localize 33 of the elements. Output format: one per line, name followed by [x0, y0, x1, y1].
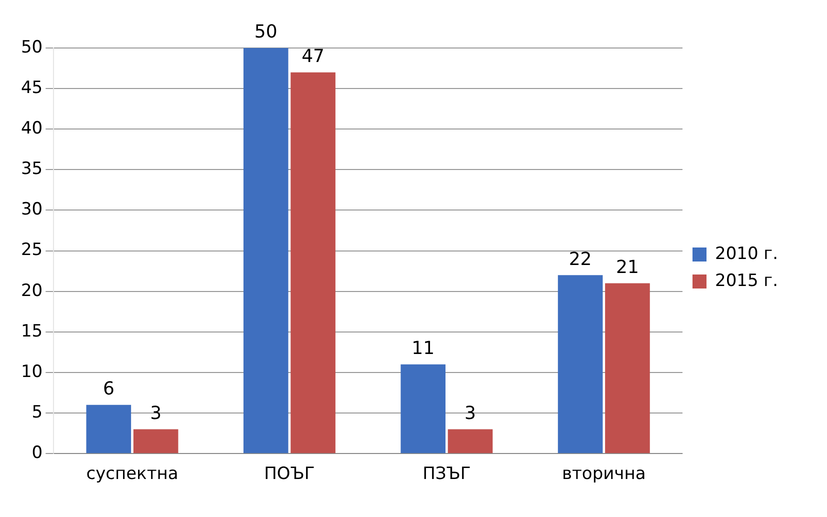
data-label: 3	[150, 402, 162, 424]
y-tick-label: 10	[20, 362, 43, 382]
bar	[400, 364, 446, 454]
legend-label: 2010 г.	[714, 244, 778, 264]
data-label: 22	[568, 248, 592, 270]
y-tick-label: 45	[20, 78, 43, 98]
x-tick-label: ПЗЪГ	[422, 464, 471, 484]
y-tick-label: 30	[20, 200, 43, 220]
bar	[133, 429, 178, 454]
y-tick-label: 0	[32, 443, 43, 464]
y-tick-label: 35	[20, 159, 43, 180]
bar	[243, 48, 288, 454]
data-label: 6	[102, 378, 114, 400]
x-tick-label: ПОЪГ	[264, 464, 315, 484]
x-tick-label: суспектна	[86, 464, 178, 484]
y-tick-label: 40	[20, 118, 43, 139]
data-label: 3	[464, 402, 476, 424]
bar	[86, 404, 132, 454]
data-label: 11	[412, 338, 435, 360]
bar	[558, 275, 603, 454]
y-tick-label: 20	[20, 280, 43, 301]
data-label: 50	[254, 22, 278, 43]
bar	[290, 72, 336, 454]
y-tick-label: 25	[20, 240, 43, 260]
bar	[448, 429, 493, 454]
y-tick-label: 50	[20, 37, 43, 58]
y-tick-label: 5	[32, 402, 43, 422]
data-label: 47	[302, 46, 324, 68]
bar	[605, 283, 650, 454]
legend-label: 2015 г.	[714, 270, 778, 291]
x-tick-label: вторична	[562, 464, 646, 484]
y-tick-label: 15	[20, 321, 43, 342]
data-label: 21	[616, 256, 639, 278]
